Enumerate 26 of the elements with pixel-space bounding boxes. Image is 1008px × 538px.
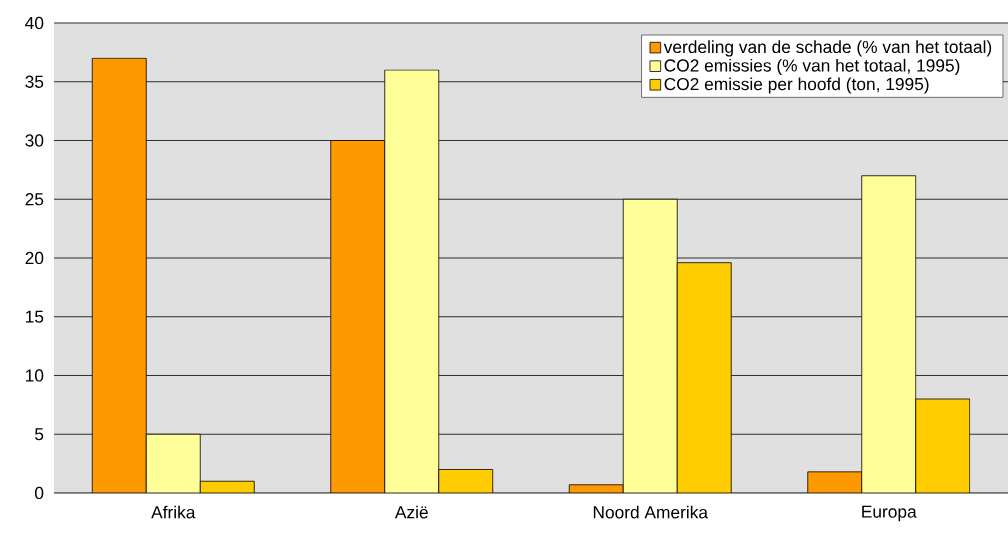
y-tick-label: 25 [25, 193, 44, 206]
bar [145, 433, 201, 493]
bar [676, 262, 732, 493]
bar [807, 471, 863, 493]
y-tick-label: 0 [34, 486, 44, 500]
x-tick-label: Europa [862, 505, 917, 522]
y-tick-label: 40 [25, 16, 44, 30]
legend-label: CO2 emissie per hoofd (ton, 1995) [664, 77, 929, 94]
bar [384, 69, 440, 493]
y-tick-label: 10 [26, 369, 44, 382]
bar [438, 469, 494, 493]
bar [330, 140, 386, 493]
y-tick-label: 30 [25, 134, 44, 147]
bar [915, 398, 971, 493]
y-tick-label: 20 [25, 251, 44, 265]
y-tick-label: 35 [25, 75, 44, 88]
legend-label: verdeling van de schade (% van het totaal) [663, 40, 992, 57]
x-tick-label: Noord Amerika [593, 505, 709, 519]
legend-label: CO2 emissies (% van het totaal, 1995) [664, 58, 960, 76]
x-tick-label: Afrika [151, 505, 196, 519]
bar [91, 57, 147, 493]
bar [861, 175, 917, 493]
bar [622, 198, 678, 493]
y-tick-label: 5 [35, 428, 44, 441]
y-tick-label: 15 [26, 310, 44, 323]
x-tick-label: Azië [394, 505, 428, 519]
